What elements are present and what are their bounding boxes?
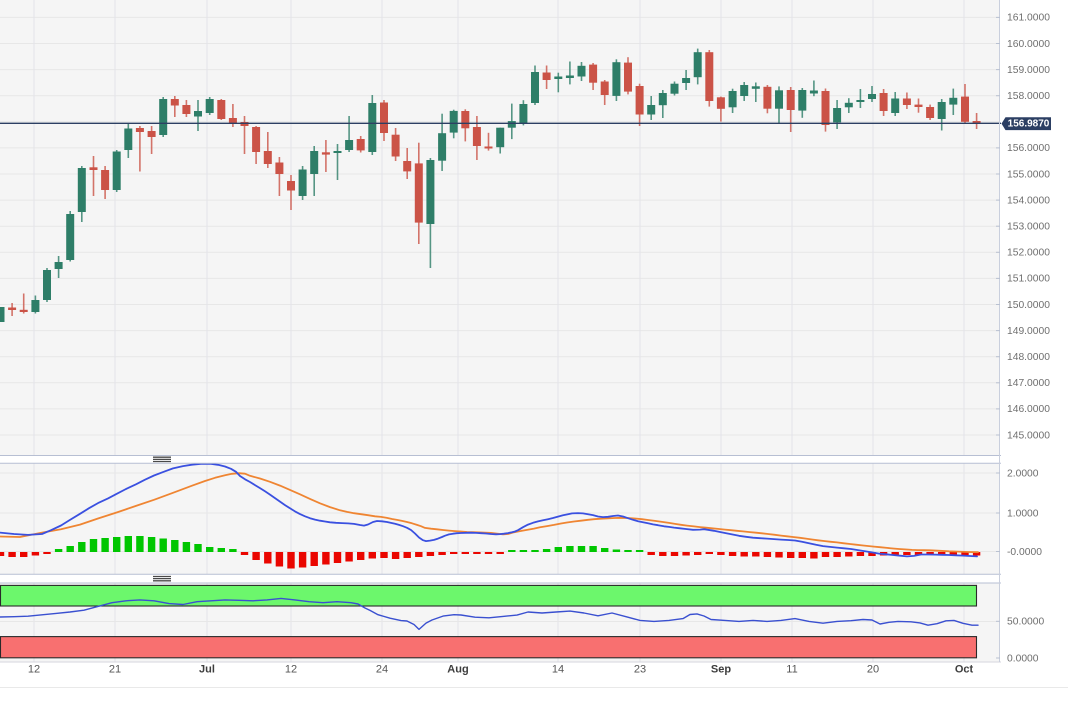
svg-text:152.0000: 152.0000 <box>1007 248 1050 259</box>
svg-text:153.0000: 153.0000 <box>1007 222 1050 233</box>
svg-text:154.0000: 154.0000 <box>1007 195 1050 206</box>
svg-text:151.0000: 151.0000 <box>1007 274 1050 285</box>
svg-text:14: 14 <box>552 664 564 676</box>
svg-text:12: 12 <box>285 664 297 676</box>
svg-text:156.9870: 156.9870 <box>1008 119 1050 130</box>
svg-text:24: 24 <box>376 664 388 676</box>
svg-text:160.0000: 160.0000 <box>1007 39 1050 50</box>
svg-text:155.0000: 155.0000 <box>1007 169 1050 180</box>
svg-text:156.0000: 156.0000 <box>1007 143 1050 154</box>
svg-text:-0.0000: -0.0000 <box>1007 547 1042 558</box>
svg-text:2.0000: 2.0000 <box>1007 468 1039 479</box>
svg-text:148.0000: 148.0000 <box>1007 352 1050 363</box>
svg-text:21: 21 <box>109 664 121 676</box>
svg-text:50.0000: 50.0000 <box>1007 617 1044 628</box>
svg-text:147.0000: 147.0000 <box>1007 378 1050 389</box>
svg-text:11: 11 <box>786 664 797 676</box>
svg-text:0.0000: 0.0000 <box>1007 653 1039 664</box>
svg-text:149.0000: 149.0000 <box>1007 326 1050 337</box>
svg-text:146.0000: 146.0000 <box>1007 404 1050 415</box>
svg-text:158.0000: 158.0000 <box>1007 91 1050 102</box>
svg-text:161.0000: 161.0000 <box>1007 13 1050 24</box>
svg-text:12: 12 <box>28 664 40 676</box>
svg-text:Sep: Sep <box>711 664 731 676</box>
svg-text:Aug: Aug <box>447 664 468 676</box>
svg-text:1.0000: 1.0000 <box>1007 508 1039 519</box>
svg-text:Jul: Jul <box>199 664 215 676</box>
svg-text:145.0000: 145.0000 <box>1007 430 1050 441</box>
svg-text:159.0000: 159.0000 <box>1007 65 1050 76</box>
svg-text:Oct: Oct <box>955 664 974 676</box>
svg-text:20: 20 <box>867 664 879 676</box>
svg-text:23: 23 <box>634 664 646 676</box>
svg-text:150.0000: 150.0000 <box>1007 300 1050 311</box>
